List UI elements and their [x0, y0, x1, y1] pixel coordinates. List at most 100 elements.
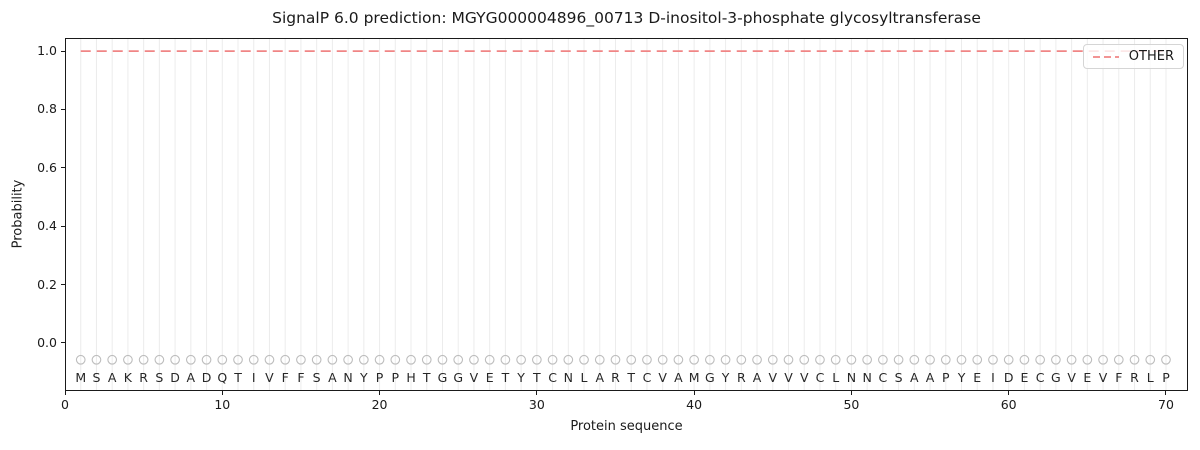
- residue-marker: [469, 354, 479, 365]
- residue-letter: V: [470, 370, 479, 385]
- residue-marker: [311, 354, 322, 365]
- residue-letter: P: [1162, 370, 1170, 385]
- residue-marker: [1161, 354, 1171, 365]
- residue-letter: A: [674, 370, 683, 385]
- residue-letter: F: [282, 370, 289, 385]
- residue-marker: [925, 354, 935, 365]
- residue-letter: N: [862, 370, 871, 385]
- residue-letter: C: [879, 370, 888, 385]
- residue-marker: [91, 354, 102, 365]
- y-axis-label: Probability: [10, 179, 26, 249]
- residue-marker: [1019, 354, 1030, 365]
- x-tick-mark: [1165, 391, 1167, 395]
- residue-letter: M: [689, 370, 700, 385]
- y-tick-label: 1.0: [37, 43, 57, 59]
- residue-letter: A: [187, 370, 196, 385]
- residue-marker: [1098, 354, 1108, 365]
- residue-marker: [138, 354, 149, 365]
- residue-marker: [563, 354, 574, 365]
- residue-marker: [705, 354, 715, 365]
- x-axis-label: Protein sequence: [570, 419, 683, 434]
- residue-marker: [185, 354, 196, 365]
- residue-letter: A: [108, 370, 117, 385]
- residue-letter: S: [92, 370, 100, 385]
- residue-marker: [594, 354, 605, 365]
- residue-letter: A: [910, 370, 919, 385]
- x-tick-mark: [221, 391, 223, 395]
- residue-letter: A: [926, 370, 935, 385]
- residue-marker: [988, 354, 998, 365]
- residue-marker: [610, 354, 621, 365]
- residue-marker: [720, 354, 731, 365]
- residue-marker: [940, 354, 951, 365]
- residue-marker: [579, 354, 589, 365]
- residue-marker: [830, 354, 841, 365]
- x-tick-label: 70: [1158, 397, 1174, 412]
- legend: OTHER: [1082, 44, 1184, 69]
- residue-letter: V: [800, 370, 809, 385]
- residue-marker: [909, 354, 920, 365]
- y-tick-label: 0.8: [37, 101, 57, 117]
- residue-letter: V: [1067, 370, 1076, 385]
- residue-letter: S: [155, 370, 163, 385]
- residue-letter: F: [1115, 370, 1122, 385]
- residue-letter: C: [1036, 370, 1045, 385]
- residue-marker: [673, 354, 684, 365]
- residue-marker: [201, 354, 212, 365]
- residue-marker: [736, 354, 747, 365]
- residue-marker: [327, 354, 338, 365]
- residue-marker: [1129, 354, 1140, 365]
- residue-letter: S: [313, 370, 321, 385]
- residue-letter: I: [252, 370, 256, 385]
- residue-marker: [453, 354, 464, 365]
- y-tick-mark: [61, 342, 65, 344]
- residue-marker: [956, 354, 967, 365]
- residue-letter: T: [532, 370, 541, 385]
- residue-letter: P: [376, 370, 384, 385]
- residue-marker: [75, 354, 86, 365]
- residue-letter: Y: [721, 370, 730, 385]
- residue-letter: K: [124, 370, 133, 385]
- residue-marker: [264, 354, 275, 365]
- residue-marker: [626, 354, 637, 365]
- residue-letter: N: [343, 370, 352, 385]
- residue-letter: L: [581, 370, 588, 385]
- residue-letter: T: [626, 370, 635, 385]
- residue-marker: [170, 354, 180, 365]
- y-tick-label: 0.2: [37, 276, 57, 292]
- residue-marker: [531, 354, 542, 365]
- residue-letter: G: [705, 370, 715, 385]
- x-tick-label: 20: [371, 397, 388, 412]
- residue-marker: [547, 354, 558, 365]
- legend-label-other: OTHER: [1128, 49, 1174, 64]
- residue-letter: V: [784, 370, 793, 385]
- residue-marker: [390, 354, 401, 365]
- residue-marker: [437, 354, 448, 365]
- residue-letter: F: [297, 370, 304, 385]
- residue-letter: D: [202, 370, 212, 385]
- residue-letter: V: [658, 370, 667, 385]
- residue-marker: [972, 354, 983, 365]
- y-tick-label: 0.6: [37, 159, 57, 175]
- residue-marker: [233, 354, 243, 365]
- residue-marker: [846, 354, 857, 365]
- residue-marker: [1066, 354, 1077, 365]
- residue-marker: [1113, 354, 1124, 365]
- residue-marker: [767, 354, 778, 365]
- residue-letter: V: [265, 370, 274, 385]
- residue-letter: Y: [359, 370, 368, 385]
- residue-letter: R: [139, 370, 148, 385]
- residue-letter: L: [1147, 370, 1154, 385]
- residue-letter: T: [233, 370, 242, 385]
- x-tick-mark: [850, 391, 852, 395]
- residue-marker: [1035, 354, 1046, 365]
- residue-marker: [500, 354, 511, 365]
- residue-marker: [280, 354, 291, 365]
- x-tick-label: 50: [843, 397, 860, 412]
- residue-letter: G: [1051, 370, 1061, 385]
- residue-marker: [815, 354, 825, 365]
- residue-marker: [657, 354, 668, 365]
- residue-marker: [1145, 354, 1156, 365]
